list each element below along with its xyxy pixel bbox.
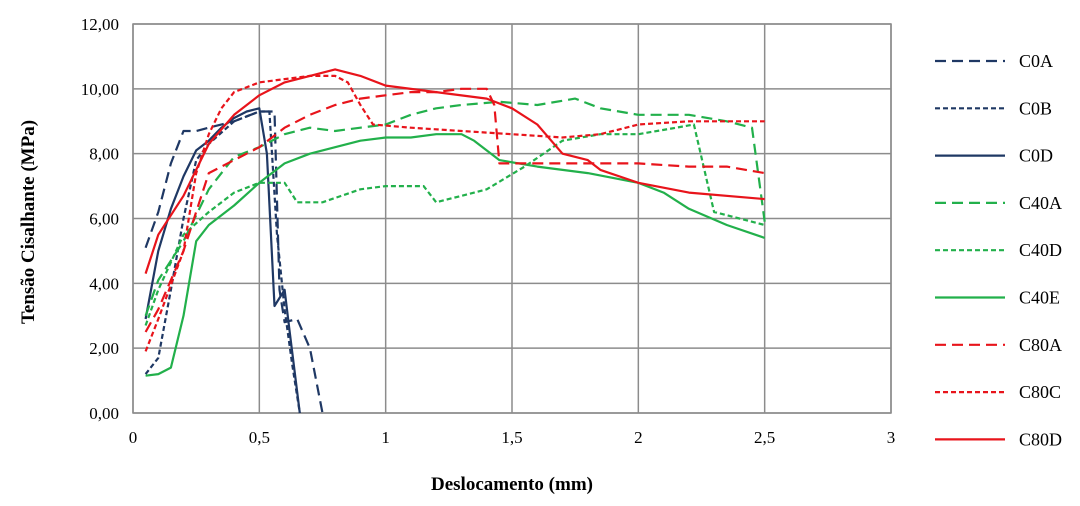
gridlines — [132, 23, 892, 414]
series-line-c40e — [145, 133, 766, 377]
x-tick-label: 1,5 — [501, 428, 522, 447]
legend-label-c0a: C0A — [1019, 51, 1053, 71]
y-tick-label: 2,00 — [89, 339, 119, 358]
legend-label-c80c: C80C — [1019, 382, 1061, 402]
legend-label-c80a: C80A — [1019, 335, 1062, 355]
y-tick-label: 6,00 — [89, 210, 119, 229]
y-axis-title: Tensão Cisalhante (MPa) — [18, 120, 39, 324]
series-line-c40a — [144, 97, 766, 317]
legend-label-c40e: C40E — [1019, 288, 1060, 308]
series-line-c80d — [144, 68, 765, 274]
legend: C0A C0B C0D C40A C40D C40E C80A C80C C80D — [935, 51, 1062, 449]
legend-label-c40a: C40A — [1019, 193, 1062, 213]
y-tick-labels: 0,00 2,00 4,00 6,00 8,00 10,00 12,00 — [81, 15, 119, 423]
series-line-c80c — [144, 74, 765, 352]
legend-label-c0b: C0B — [1019, 98, 1052, 118]
y-tick-label: 10,00 — [81, 80, 119, 99]
series-lines — [144, 68, 766, 414]
plot-frame — [132, 23, 892, 414]
x-tick-label: 3 — [887, 428, 896, 447]
series-line-c0a — [144, 110, 324, 414]
legend-label-c80d: C80D — [1019, 429, 1062, 449]
series-line-c0d — [144, 107, 301, 414]
y-tick-label: 12,00 — [81, 15, 119, 34]
x-tick-label: 2,5 — [754, 428, 775, 447]
y-tick-label: 4,00 — [89, 274, 119, 293]
x-tick-label: 2 — [634, 428, 643, 447]
x-tick-labels: 0 0,5 1 1,5 2 2,5 3 — [129, 428, 896, 447]
legend-label-c0d: C0D — [1019, 146, 1053, 166]
y-tick-label: 8,00 — [89, 145, 119, 164]
series-line-c80a — [144, 87, 765, 333]
series-line-c0b — [144, 110, 301, 414]
x-tick-label: 1 — [381, 428, 390, 447]
y-tick-label: 0,00 — [89, 404, 119, 423]
x-axis-title: Deslocamento (mm) — [431, 474, 593, 495]
x-tick-label: 0,5 — [249, 428, 270, 447]
legend-label-c40d: C40D — [1019, 240, 1062, 260]
series-line-c40d — [144, 123, 765, 326]
x-tick-label: 0 — [129, 428, 138, 447]
